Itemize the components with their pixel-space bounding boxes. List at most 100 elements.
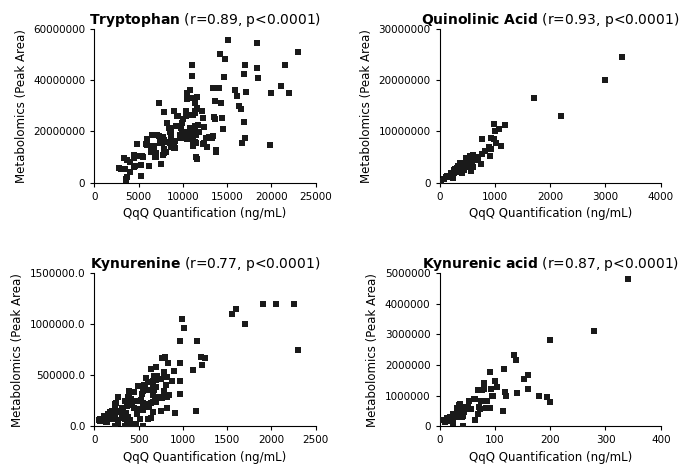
Point	[132, 140, 142, 148]
Point	[158, 151, 169, 158]
X-axis label: QqQ Quantification (ng/mL): QqQ Quantification (ng/mL)	[469, 207, 632, 220]
Point	[169, 367, 179, 374]
X-axis label: QqQ Quantification (ng/mL): QqQ Quantification (ng/mL)	[123, 207, 286, 220]
Point	[123, 394, 134, 402]
Point	[121, 402, 132, 410]
Point	[198, 123, 209, 131]
Point	[125, 417, 136, 424]
Point	[193, 128, 204, 136]
Point	[446, 417, 457, 425]
Point	[188, 94, 199, 102]
Point	[140, 140, 151, 148]
Point	[456, 170, 467, 177]
Point	[164, 140, 175, 147]
Point	[185, 133, 196, 141]
Point	[119, 154, 129, 162]
Point	[166, 127, 177, 135]
Point	[454, 160, 465, 167]
Point	[95, 417, 105, 425]
Point	[441, 173, 452, 181]
Point	[150, 376, 161, 384]
Point	[116, 413, 127, 420]
Point	[161, 404, 172, 411]
Point	[110, 406, 121, 414]
Point	[189, 107, 200, 115]
Point	[478, 380, 489, 387]
Point	[452, 167, 463, 175]
Point	[172, 112, 183, 119]
Title: $\bf{Tryptophan}$ (r=0.89, p<0.0001): $\bf{Tryptophan}$ (r=0.89, p<0.0001)	[89, 11, 321, 29]
Point	[460, 404, 471, 411]
Point	[155, 136, 166, 144]
Point	[239, 134, 250, 142]
Point	[190, 139, 201, 147]
Point	[453, 164, 464, 171]
Point	[110, 413, 121, 420]
Point	[472, 386, 483, 394]
Point	[458, 403, 469, 411]
Point	[151, 153, 162, 161]
Point	[292, 48, 303, 56]
Point	[448, 167, 459, 175]
Point	[439, 175, 450, 182]
Point	[107, 408, 118, 415]
Point	[147, 380, 158, 388]
Point	[111, 399, 122, 407]
Point	[149, 149, 160, 156]
Point	[175, 377, 186, 384]
Point	[94, 417, 105, 424]
Point	[458, 422, 469, 430]
Point	[140, 374, 151, 382]
Point	[467, 156, 478, 164]
Point	[157, 394, 168, 402]
Point	[170, 137, 181, 145]
Point	[473, 157, 484, 164]
Point	[463, 398, 474, 405]
Point	[484, 143, 495, 151]
Point	[119, 409, 129, 417]
Point	[145, 148, 156, 155]
Point	[128, 151, 139, 159]
Point	[170, 144, 181, 152]
Point	[192, 121, 203, 129]
Point	[174, 390, 185, 398]
Point	[449, 166, 460, 173]
Point	[159, 108, 170, 115]
Point	[528, 95, 539, 102]
Point	[446, 169, 457, 177]
Point	[149, 153, 160, 161]
Point	[485, 145, 496, 152]
Point	[196, 108, 207, 115]
Point	[454, 401, 465, 409]
Point	[142, 400, 153, 408]
Point	[116, 165, 127, 173]
Point	[219, 73, 229, 81]
Point	[149, 397, 160, 405]
Point	[466, 157, 477, 164]
Point	[458, 409, 469, 417]
Point	[155, 375, 166, 382]
Point	[171, 123, 182, 130]
Point	[120, 422, 131, 430]
Point	[181, 112, 192, 119]
Point	[123, 388, 134, 395]
Point	[264, 141, 275, 149]
Point	[484, 152, 495, 160]
Point	[461, 162, 472, 170]
Point	[556, 112, 566, 120]
Point	[477, 398, 488, 405]
Point	[450, 167, 461, 175]
Point	[230, 305, 241, 313]
Title: $\bf{Quinolinic\ Acid}$ (r=0.93, p<0.0001): $\bf{Quinolinic\ Acid}$ (r=0.93, p<0.000…	[421, 11, 680, 29]
Point	[162, 373, 173, 381]
Point	[485, 134, 496, 142]
Point	[132, 382, 143, 390]
Point	[164, 392, 175, 399]
Point	[484, 369, 495, 376]
Point	[190, 153, 201, 161]
Point	[473, 410, 484, 418]
Point	[110, 405, 121, 413]
Point	[118, 413, 129, 420]
Point	[284, 89, 295, 97]
Point	[238, 70, 249, 78]
